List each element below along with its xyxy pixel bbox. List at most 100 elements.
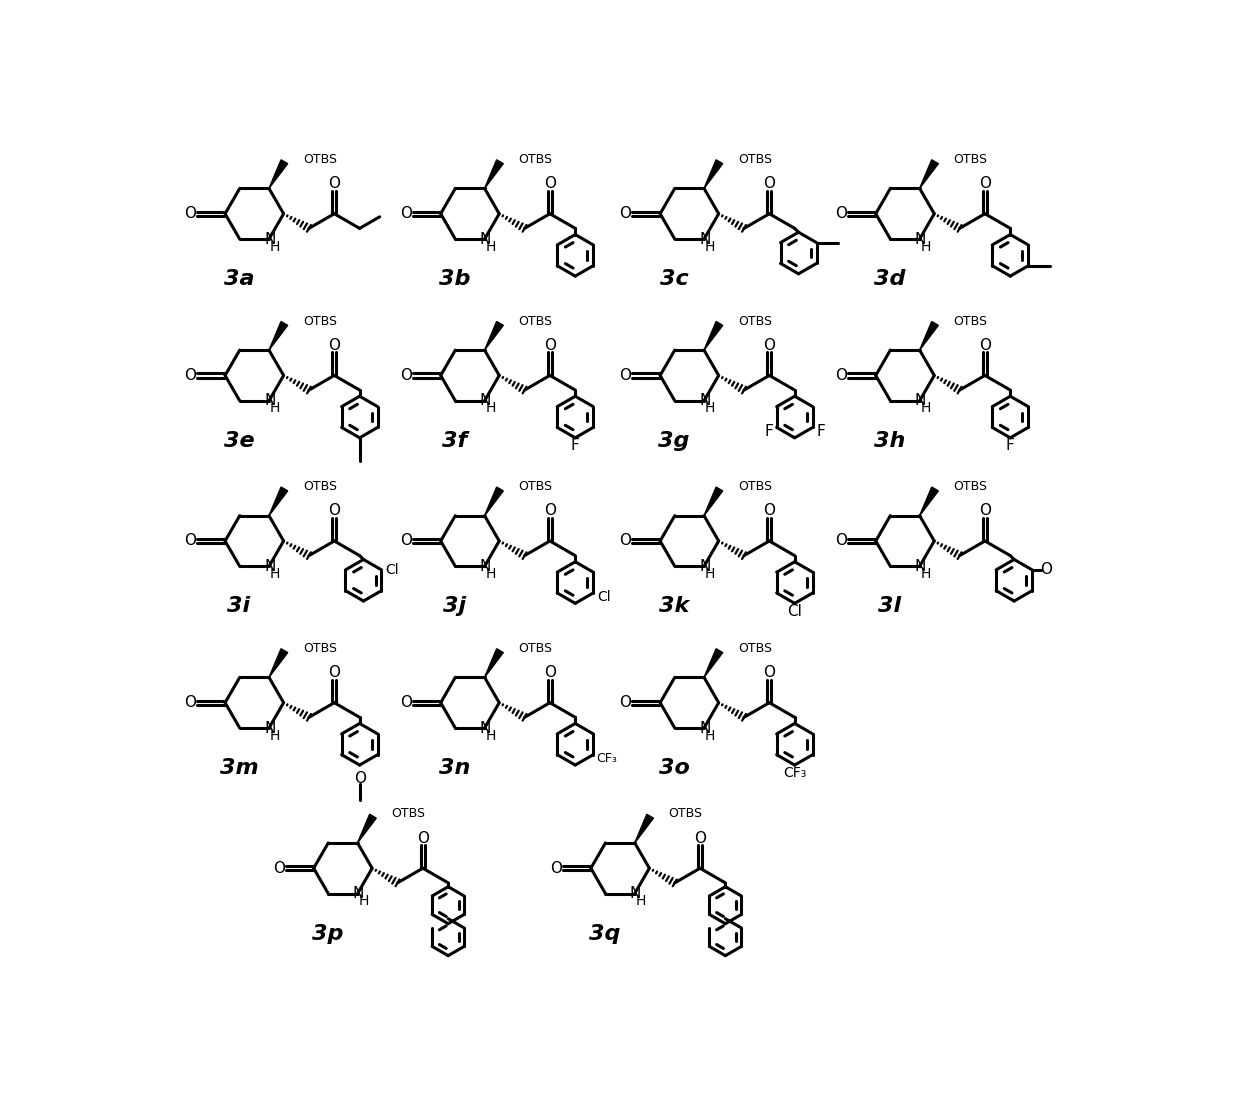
Text: O: O bbox=[185, 368, 196, 383]
Text: F: F bbox=[816, 424, 825, 439]
Text: 3g: 3g bbox=[658, 430, 689, 451]
Text: 3m: 3m bbox=[219, 759, 258, 778]
Polygon shape bbox=[920, 487, 939, 515]
Text: OTBS: OTBS bbox=[954, 315, 987, 328]
Text: N: N bbox=[480, 393, 491, 408]
Text: O: O bbox=[978, 338, 991, 353]
Text: 3q: 3q bbox=[589, 924, 620, 944]
Text: N: N bbox=[915, 393, 926, 408]
Polygon shape bbox=[485, 160, 503, 188]
Polygon shape bbox=[485, 487, 503, 515]
Text: O: O bbox=[694, 831, 706, 846]
Text: O: O bbox=[329, 176, 340, 192]
Text: H: H bbox=[920, 240, 931, 253]
Text: O: O bbox=[620, 534, 631, 548]
Polygon shape bbox=[269, 321, 288, 350]
Text: OTBS: OTBS bbox=[954, 153, 987, 166]
Text: N: N bbox=[264, 393, 275, 408]
Text: 3b: 3b bbox=[439, 269, 470, 290]
Text: O: O bbox=[401, 206, 412, 221]
Polygon shape bbox=[485, 321, 503, 350]
Text: O: O bbox=[544, 665, 556, 680]
Text: H: H bbox=[920, 567, 931, 581]
Text: 3f: 3f bbox=[441, 430, 467, 451]
Text: OTBS: OTBS bbox=[518, 480, 553, 493]
Text: N: N bbox=[699, 393, 711, 408]
Text: 3e: 3e bbox=[223, 430, 254, 451]
Text: H: H bbox=[486, 567, 496, 581]
Text: OTBS: OTBS bbox=[518, 315, 553, 328]
Text: F: F bbox=[1006, 438, 1014, 453]
Text: F: F bbox=[765, 424, 774, 439]
Text: N: N bbox=[699, 720, 711, 735]
Text: H: H bbox=[486, 402, 496, 415]
Text: O: O bbox=[417, 831, 429, 846]
Text: O: O bbox=[401, 534, 412, 548]
Text: OTBS: OTBS bbox=[738, 153, 773, 166]
Text: O: O bbox=[329, 338, 340, 353]
Text: N: N bbox=[352, 886, 365, 901]
Text: OTBS: OTBS bbox=[518, 153, 553, 166]
Text: Cl: Cl bbox=[787, 603, 802, 619]
Text: H: H bbox=[706, 240, 715, 253]
Text: O: O bbox=[544, 338, 556, 353]
Text: F: F bbox=[570, 438, 579, 453]
Text: OTBS: OTBS bbox=[738, 480, 773, 493]
Text: N: N bbox=[630, 886, 641, 901]
Text: 3i: 3i bbox=[227, 597, 250, 617]
Text: N: N bbox=[699, 559, 711, 574]
Polygon shape bbox=[269, 487, 288, 515]
Text: 3o: 3o bbox=[658, 759, 689, 778]
Polygon shape bbox=[485, 648, 503, 677]
Text: O: O bbox=[764, 665, 775, 680]
Text: O: O bbox=[764, 503, 775, 519]
Text: O: O bbox=[329, 503, 340, 519]
Text: O: O bbox=[835, 534, 847, 548]
Text: N: N bbox=[480, 231, 491, 247]
Text: O: O bbox=[551, 861, 562, 875]
Text: H: H bbox=[270, 567, 280, 581]
Text: O: O bbox=[273, 861, 285, 875]
Text: 3d: 3d bbox=[874, 269, 905, 290]
Polygon shape bbox=[704, 648, 723, 677]
Text: H: H bbox=[270, 402, 280, 415]
Polygon shape bbox=[704, 321, 723, 350]
Polygon shape bbox=[920, 160, 939, 188]
Text: O: O bbox=[620, 206, 631, 221]
Text: N: N bbox=[480, 559, 491, 574]
Text: CF₃: CF₃ bbox=[782, 766, 806, 780]
Text: OTBS: OTBS bbox=[954, 480, 987, 493]
Text: O: O bbox=[835, 206, 847, 221]
Text: H: H bbox=[636, 894, 646, 908]
Polygon shape bbox=[704, 487, 723, 515]
Text: O: O bbox=[401, 695, 412, 710]
Polygon shape bbox=[635, 815, 653, 843]
Text: Cl: Cl bbox=[598, 590, 611, 603]
Text: OTBS: OTBS bbox=[303, 315, 337, 328]
Text: H: H bbox=[706, 402, 715, 415]
Text: O: O bbox=[544, 503, 556, 519]
Text: OTBS: OTBS bbox=[303, 480, 337, 493]
Text: OTBS: OTBS bbox=[303, 153, 337, 166]
Text: H: H bbox=[486, 240, 496, 253]
Text: OTBS: OTBS bbox=[303, 642, 337, 655]
Text: O: O bbox=[835, 368, 847, 383]
Text: O: O bbox=[620, 695, 631, 710]
Text: OTBS: OTBS bbox=[668, 807, 703, 820]
Text: H: H bbox=[920, 402, 931, 415]
Text: N: N bbox=[915, 231, 926, 247]
Text: O: O bbox=[185, 534, 196, 548]
Text: CF₃: CF₃ bbox=[596, 752, 618, 765]
Text: OTBS: OTBS bbox=[738, 315, 773, 328]
Text: O: O bbox=[978, 176, 991, 192]
Text: 3j: 3j bbox=[443, 597, 466, 617]
Text: 3a: 3a bbox=[223, 269, 254, 290]
Polygon shape bbox=[269, 648, 288, 677]
Text: N: N bbox=[264, 231, 275, 247]
Text: H: H bbox=[486, 729, 496, 743]
Text: O: O bbox=[544, 176, 556, 192]
Text: 3h: 3h bbox=[874, 430, 905, 451]
Text: O: O bbox=[764, 338, 775, 353]
Text: O: O bbox=[764, 176, 775, 192]
Polygon shape bbox=[704, 160, 723, 188]
